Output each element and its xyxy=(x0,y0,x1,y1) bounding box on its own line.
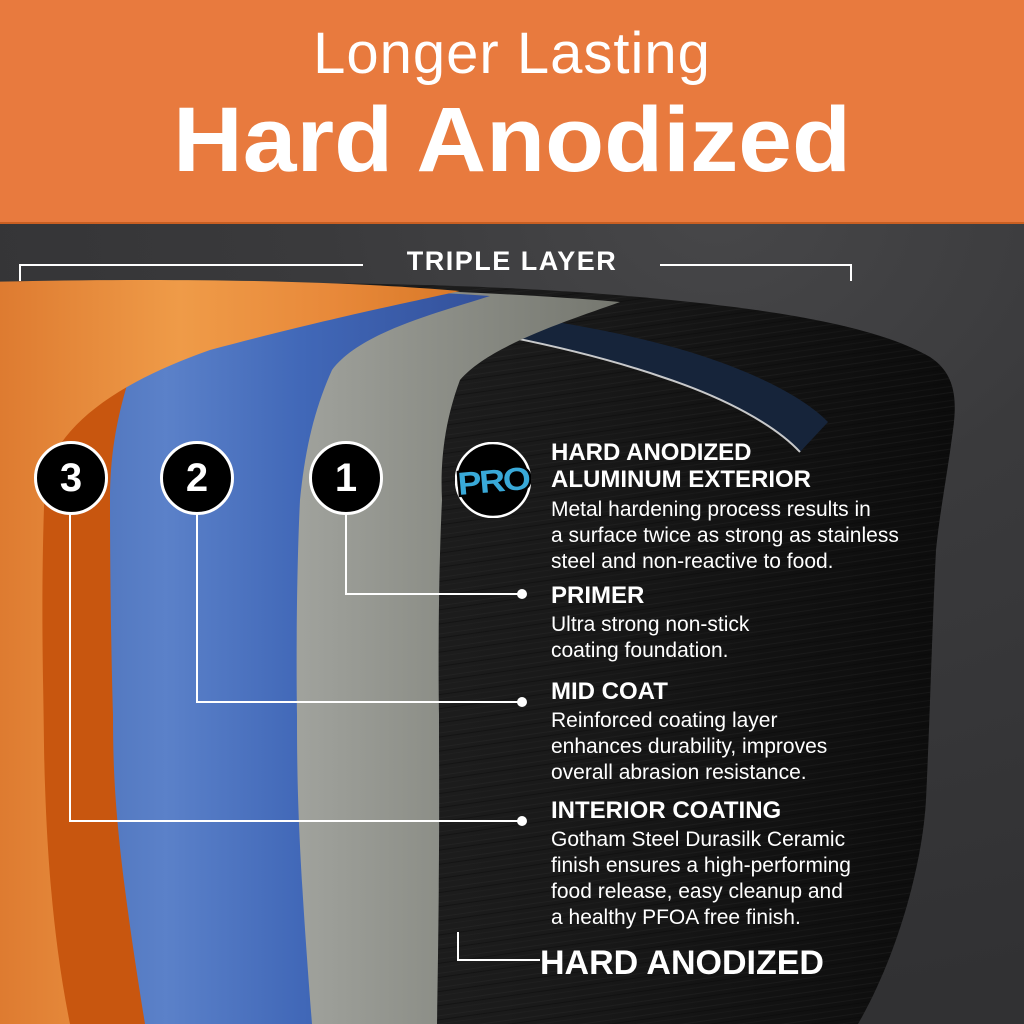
svg-text:PRO: PRO xyxy=(456,461,531,503)
